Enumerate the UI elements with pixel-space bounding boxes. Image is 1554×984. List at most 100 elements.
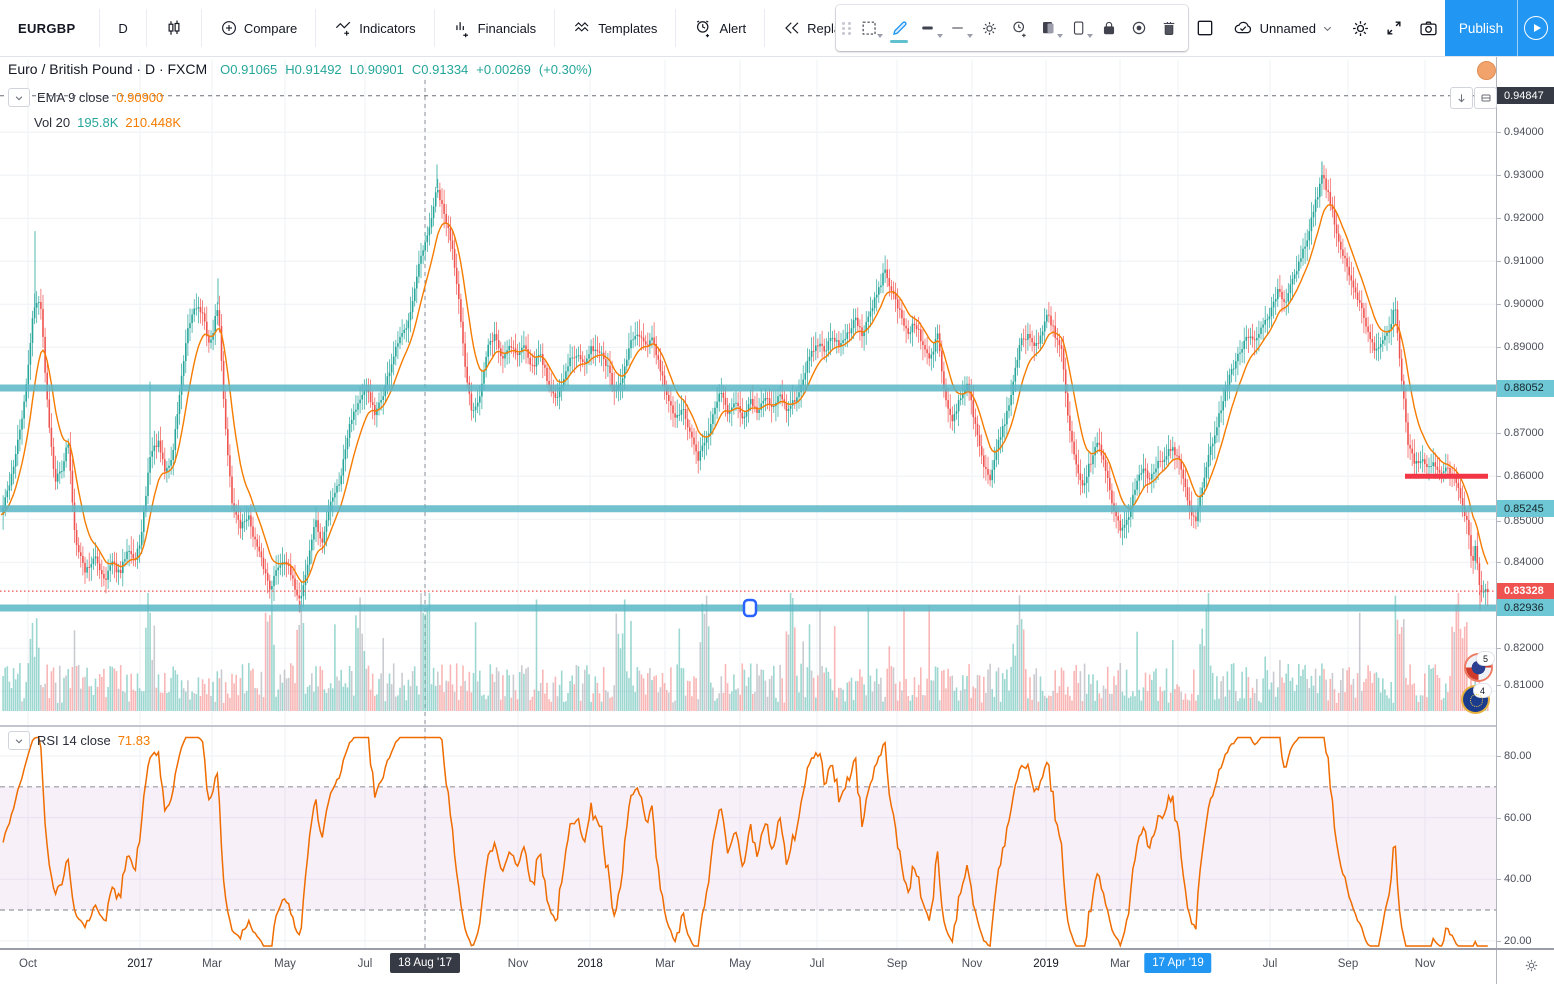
time-axis-label: Nov <box>961 958 983 970</box>
rsi-tick-label: 40.00 <box>1504 873 1532 886</box>
toolbar-left: EURGBP D Compare Indicators Financials T… <box>0 0 955 56</box>
ideas-count-badge: 4 <box>1473 683 1492 698</box>
drawing-toolbar <box>836 5 1188 51</box>
time-axis-label: Jul <box>1262 958 1278 970</box>
indicators-label: Indicators <box>359 20 416 36</box>
time-axis-label: Sep <box>886 958 908 970</box>
rsi-tick-label: 60.00 <box>1504 811 1532 824</box>
time-axis-label: Oct <box>19 958 37 970</box>
financials-button[interactable]: Financials <box>445 13 545 44</box>
ema-line <box>0 204 1489 583</box>
alert-button[interactable]: Alert <box>686 13 754 44</box>
time-axis-label: May <box>729 958 751 970</box>
publish-button[interactable]: Publish <box>1445 0 1517 56</box>
bar-pattern-tool[interactable] <box>1034 9 1064 47</box>
fullscreen-icon <box>1384 18 1404 38</box>
lock-drawings-button[interactable] <box>1094 9 1124 47</box>
financials-label: Financials <box>477 20 537 36</box>
filled-square-icon <box>1040 19 1058 37</box>
volume-ma-value: 210.448K <box>125 115 182 130</box>
main-toolbar: EURGBP D Compare Indicators Financials T… <box>0 0 1554 57</box>
alert-edit-button[interactable] <box>1474 87 1497 109</box>
rsi-legend[interactable]: RSI 14 close 71.83 <box>8 731 150 750</box>
outline-square-icon <box>1070 19 1088 37</box>
chart-properties-button[interactable] <box>1343 0 1377 56</box>
draw-tool-active[interactable] <box>884 9 914 47</box>
chevron-down-icon <box>1322 23 1333 34</box>
multichart-layout-button[interactable] <box>1188 0 1222 56</box>
ema-label: EMA 9 close <box>37 90 110 105</box>
price-tick-label: 0.84000 <box>1504 556 1544 569</box>
object-copy-tool[interactable] <box>1064 9 1094 47</box>
ideas-count-badge: 5 <box>1476 651 1495 666</box>
publish-menu-button[interactable] <box>1517 0 1554 56</box>
thick-line-icon <box>920 19 938 37</box>
templates-button[interactable]: Templates <box>565 13 665 44</box>
layout-name-label: Unnamed <box>1259 20 1316 36</box>
active-tool-underline <box>890 40 908 43</box>
time-axis-label: 2018 <box>577 958 603 970</box>
ema-collapse-button[interactable] <box>8 88 30 107</box>
rsi-collapse-button[interactable] <box>8 731 30 750</box>
eu-flag-ideas-marker[interactable]: 4 <box>1463 683 1492 712</box>
interval-label: D <box>118 20 128 36</box>
published-idea-marker[interactable] <box>1477 61 1496 80</box>
trash-icon <box>1160 19 1178 37</box>
price-tick-label: 0.86000 <box>1504 470 1544 483</box>
scroll-to-recent-button[interactable] <box>1450 87 1473 109</box>
price-tick-label: 0.87000 <box>1504 427 1544 440</box>
compare-label: Compare <box>243 20 298 36</box>
symbol-legend[interactable]: Euro / British Pound · D · FXCM O0.91065… <box>8 61 592 77</box>
add-alert-tool[interactable] <box>1004 9 1034 47</box>
snapshot-button[interactable] <box>1411 0 1445 56</box>
indicators-button[interactable]: Indicators <box>326 13 423 44</box>
grip-dots-icon <box>842 21 852 35</box>
pencil-icon <box>890 19 909 38</box>
ohlc-values: O0.91065 H0.91492 L0.90901 C0.91334 +0.0… <box>220 62 592 77</box>
hide-marks-button[interactable] <box>1124 9 1154 47</box>
price-badge-teal: 0.88052 <box>1497 379 1554 397</box>
price-badge-teal: 0.82936 <box>1497 599 1554 617</box>
time-axis-label: Sep <box>1337 958 1359 970</box>
time-axis[interactable]: Oct 2017 Mar May Jul Nov 2018 Mar May Jul Sep Nov 20… <box>0 948 1554 984</box>
symbol-button[interactable]: EURGBP <box>10 15 89 42</box>
price-tick-mark <box>1497 218 1501 220</box>
drawbar-drag-handle[interactable] <box>840 9 854 47</box>
price-tick-mark <box>1497 684 1501 686</box>
measure-select-tool[interactable] <box>854 9 884 47</box>
time-axis-label: Mar <box>1110 958 1130 970</box>
interval-button[interactable]: D <box>110 15 135 42</box>
price-tick-label: 0.91000 <box>1504 255 1544 268</box>
price-tick-mark <box>1497 175 1501 177</box>
high-value: H0.91492 <box>285 61 342 77</box>
chart-style-button[interactable] <box>157 13 191 43</box>
volume-series <box>2 593 1489 711</box>
marquee-icon <box>860 19 879 38</box>
time-axis-label: Jul <box>809 958 825 970</box>
remove-drawings-button[interactable] <box>1154 9 1184 47</box>
drawing-settings-button[interactable] <box>974 9 1004 47</box>
time-axis-badge: 18 Aug '17 <box>390 953 460 973</box>
price-tick-label: 0.82000 <box>1504 642 1544 655</box>
uk-flag-ideas-marker[interactable]: 5 <box>1466 651 1495 680</box>
financials-icon <box>453 19 472 38</box>
templates-label: Templates <box>598 20 658 36</box>
line-style-tool[interactable] <box>944 9 974 47</box>
low-value: L0.90901 <box>349 61 404 77</box>
compare-button[interactable]: Compare <box>212 13 305 43</box>
volume-value: 195.8K <box>77 115 119 130</box>
price-chart-canvas[interactable] <box>0 56 1496 948</box>
rsi-tick-label: 20.00 <box>1504 934 1532 947</box>
symbol-title: Euro / British Pound · D · FXCM <box>8 61 208 77</box>
replay-icon <box>783 19 801 37</box>
time-axis-badge: 17 Apr '19 <box>1144 953 1212 973</box>
time-axis-label: Jul <box>357 958 373 970</box>
chart-layout-name[interactable]: Unnamed <box>1222 0 1343 56</box>
price-axis[interactable]: 0.94000 0.93000 0.92000 0.91000 0.90000 0.890… <box>1496 56 1554 948</box>
fullscreen-button[interactable] <box>1377 0 1411 56</box>
ema-legend[interactable]: EMA 9 close 0.90900 <box>8 88 163 107</box>
line-weight-tool[interactable] <box>914 9 944 47</box>
axis-settings-gear-icon[interactable] <box>1523 957 1540 979</box>
price-tick-label: 0.92000 <box>1504 212 1544 225</box>
volume-legend[interactable]: Vol 20 195.8K 210.448K <box>34 115 181 130</box>
